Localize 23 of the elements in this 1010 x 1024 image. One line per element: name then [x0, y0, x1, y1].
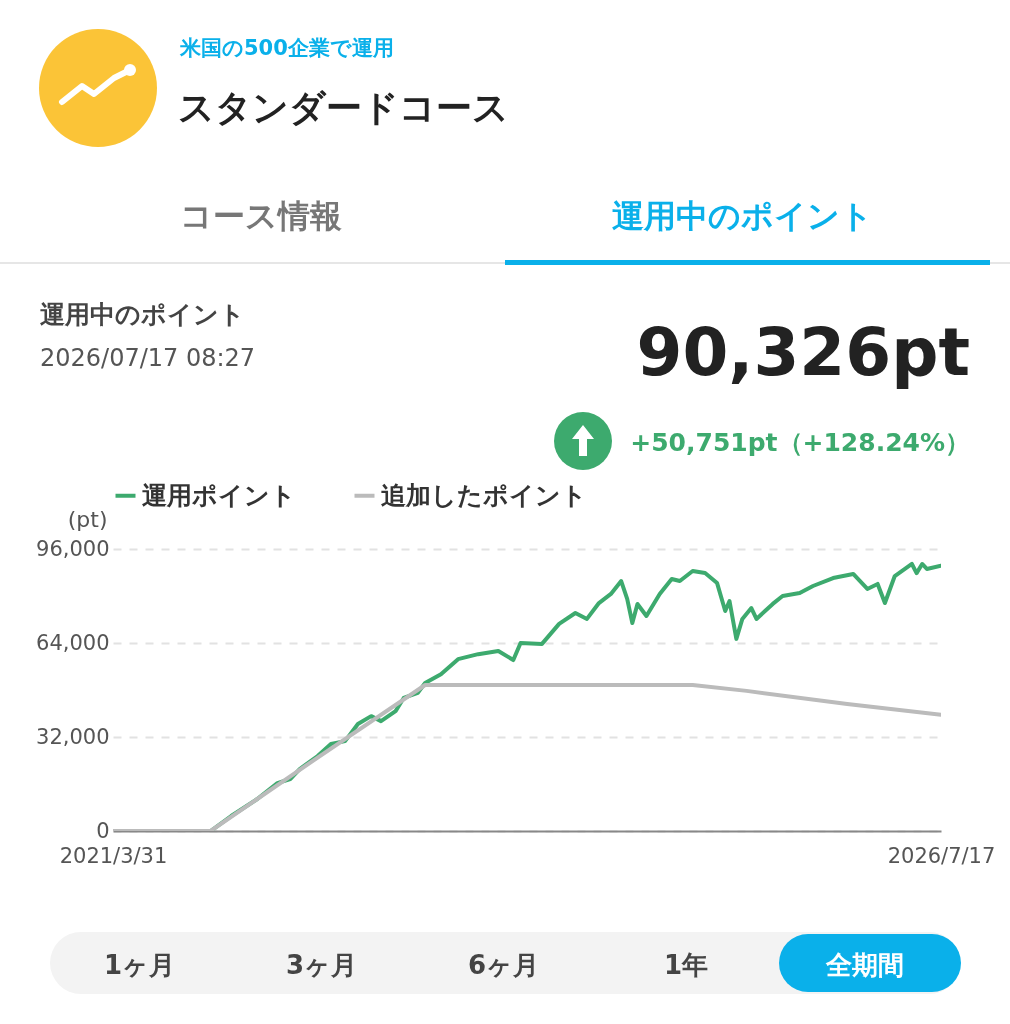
y-axis-title: (pt)	[67, 506, 108, 532]
x-tick-label: 2026/7/17	[887, 843, 996, 868]
y-tick-label: 0	[96, 818, 110, 843]
text: 運用中のポイント	[40, 299, 245, 331]
text: コース情報	[180, 196, 342, 237]
y-tick-label: 64,000	[36, 630, 110, 655]
legend-label: 運用ポイント	[142, 480, 296, 510]
text: 1年	[664, 949, 709, 982]
y-tick-label: 96,000	[36, 536, 110, 561]
text: 90,326pt	[636, 314, 970, 391]
text: 全期間	[826, 949, 904, 982]
x-tick-label: 2021/3/31	[59, 843, 168, 868]
text: 運用中のポイント	[612, 196, 873, 237]
text: 2026/07/17 08:27	[40, 344, 256, 372]
chart-title: スタンダードコース	[178, 86, 509, 130]
text: 1ヶ月	[104, 949, 176, 982]
text: +50,751pt（+128.24%）	[630, 427, 970, 459]
text: 3ヶ月	[286, 949, 358, 982]
chart-subtitle: 米国の500企業で運用	[180, 35, 394, 62]
legend-label: 追加したポイント	[381, 480, 587, 510]
line-series	[113, 683, 941, 831]
text: 6ヶ月	[468, 949, 540, 982]
y-tick-label: 32,000	[36, 724, 110, 749]
